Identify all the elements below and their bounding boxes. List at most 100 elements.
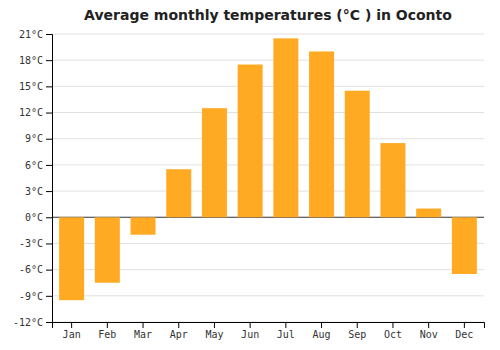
tick-label: 0°C (25, 212, 43, 223)
grid-line (52, 34, 484, 35)
bar (273, 38, 298, 217)
y-tick: 0°C (25, 212, 52, 223)
tick-label: Oct (384, 329, 402, 340)
tick-mark (46, 60, 52, 61)
axis-line (53, 323, 485, 329)
x-tick: Sep (348, 322, 366, 340)
grid-line (52, 164, 484, 165)
y-tick: 18°C (19, 55, 52, 66)
grid-line (52, 295, 484, 296)
x-tick: Mar (134, 322, 152, 340)
tick-mark (392, 322, 393, 328)
bar (380, 143, 405, 217)
tick-mark (285, 322, 286, 328)
bar (95, 217, 120, 282)
tick-label: -6°C (19, 264, 43, 275)
bars (59, 38, 477, 300)
tick-label: 6°C (25, 160, 43, 171)
tick-label: Feb (98, 329, 116, 340)
y-tick: 21°C (19, 29, 52, 40)
y-tick: -12°C (13, 317, 52, 328)
tick-label: Jul (277, 329, 295, 340)
tick-mark (46, 191, 52, 192)
grid-line (52, 112, 484, 113)
tick-label: Jun (241, 329, 259, 340)
y-tick: -9°C (19, 291, 52, 302)
tick-label: 9°C (25, 133, 43, 144)
tick-mark (107, 322, 108, 328)
bar (202, 108, 227, 217)
tick-mark (46, 270, 52, 271)
x-tick: Aug (313, 322, 331, 340)
bar (309, 51, 334, 217)
bar (416, 209, 441, 218)
tick-mark (46, 86, 52, 87)
y-tick: 3°C (25, 186, 52, 197)
y-tick: 12°C (19, 107, 52, 118)
tick-label: 12°C (19, 107, 43, 118)
bar (238, 65, 263, 218)
tick-mark (250, 322, 251, 328)
tick-mark (46, 322, 52, 323)
tick-mark (46, 296, 52, 297)
axis-line (46, 35, 53, 323)
tick-mark (46, 34, 52, 35)
tick-mark (214, 322, 215, 328)
grid-line (52, 60, 484, 61)
bar (452, 217, 477, 274)
bar (131, 217, 156, 234)
grid-line (52, 86, 484, 87)
x-tick: Jan (63, 322, 81, 340)
tick-mark (46, 113, 52, 114)
tick-label: 15°C (19, 81, 43, 92)
tick-label: -9°C (19, 291, 43, 302)
x-tick: Oct (384, 322, 402, 340)
tick-label: Aug (313, 329, 331, 340)
x-tick: Nov (420, 322, 438, 340)
tick-mark (46, 217, 52, 218)
x-tick: May (205, 322, 223, 340)
tick-label: Jan (63, 329, 81, 340)
tick-mark (143, 322, 144, 328)
x-axis: Jan Feb Mar Apr May Jun Jul Aug Sep Oct Nov Dec (53, 322, 485, 340)
tick-mark (464, 322, 465, 328)
tick-label: 21°C (19, 29, 43, 40)
tick-label: Sep (348, 329, 366, 340)
grid (52, 34, 484, 322)
tick-mark (71, 322, 72, 328)
y-tick: -6°C (19, 264, 52, 275)
x-tick: Feb (98, 322, 116, 340)
tick-label: -12°C (13, 317, 43, 328)
y-tick: 9°C (25, 133, 52, 144)
tick-label: May (205, 329, 223, 340)
x-tick: Jul (277, 322, 295, 340)
grid-line (52, 138, 484, 139)
tick-mark (46, 139, 52, 140)
tick-label: 3°C (25, 186, 43, 197)
tick-label: Apr (170, 329, 188, 340)
y-tick: -3°C (19, 238, 52, 249)
y-tick: 15°C (19, 81, 52, 92)
tick-mark (357, 322, 358, 328)
tick-mark (321, 322, 322, 328)
chart: Average monthly temperatures (°C ) in Oc… (0, 0, 500, 350)
tick-label: Mar (134, 329, 152, 340)
tick-label: Dec (455, 329, 473, 340)
bar (166, 169, 191, 217)
y-tick: 6°C (25, 160, 52, 171)
x-tick: Apr (170, 322, 188, 340)
y-axis: -12°C -9°C -6°C -3°C 0°C 3°C 6°C 9°C 12°C 15°C 18°… (13, 29, 53, 328)
x-tick: Dec (455, 322, 473, 340)
bar (345, 91, 370, 218)
title: Average monthly temperatures (°C ) in Oc… (84, 7, 452, 23)
plot: -12°C -9°C -6°C -3°C 0°C 3°C 6°C 9°C 12°C 15°C 18°… (13, 29, 485, 340)
tick-label: -3°C (19, 238, 43, 249)
grid-line (52, 191, 484, 192)
tick-label: 18°C (19, 55, 43, 66)
tick-mark (428, 322, 429, 328)
x-tick: Jun (241, 322, 259, 340)
bar (59, 217, 84, 300)
tick-mark (46, 165, 52, 166)
tick-mark (46, 243, 52, 244)
tick-label: Nov (420, 329, 438, 340)
